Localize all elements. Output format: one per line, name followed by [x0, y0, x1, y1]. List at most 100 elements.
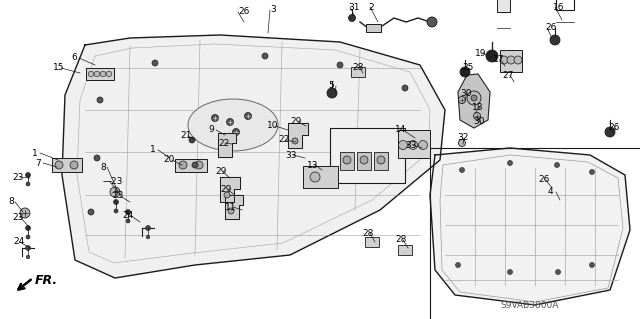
Text: 26: 26 — [538, 175, 549, 184]
Text: 1: 1 — [150, 145, 156, 154]
Circle shape — [292, 138, 298, 144]
Text: 18: 18 — [472, 102, 483, 112]
Circle shape — [125, 210, 131, 214]
Bar — [398, 130, 430, 158]
Circle shape — [26, 173, 31, 177]
Text: 15: 15 — [53, 63, 65, 72]
Circle shape — [419, 140, 428, 150]
Polygon shape — [62, 35, 445, 278]
Polygon shape — [225, 195, 243, 219]
Text: 23: 23 — [112, 191, 124, 201]
Circle shape — [26, 182, 30, 186]
Polygon shape — [430, 148, 630, 305]
Circle shape — [605, 127, 615, 137]
Circle shape — [195, 161, 203, 169]
Circle shape — [337, 62, 343, 68]
Bar — [175, 159, 207, 172]
Text: 21: 21 — [180, 131, 191, 140]
Circle shape — [262, 53, 268, 59]
Bar — [86, 68, 114, 80]
Text: 26: 26 — [238, 8, 250, 17]
Text: 25: 25 — [462, 63, 474, 72]
Bar — [330, 128, 405, 183]
Polygon shape — [288, 123, 308, 148]
Circle shape — [70, 161, 78, 169]
Polygon shape — [218, 133, 236, 157]
Circle shape — [589, 263, 595, 268]
Text: 23: 23 — [12, 173, 24, 182]
Text: 17: 17 — [493, 56, 504, 64]
Text: 26: 26 — [545, 23, 556, 32]
Circle shape — [467, 91, 481, 105]
Circle shape — [244, 113, 252, 120]
Circle shape — [514, 56, 522, 64]
Circle shape — [471, 95, 477, 101]
Circle shape — [189, 137, 195, 143]
Polygon shape — [220, 177, 240, 202]
Circle shape — [349, 14, 355, 21]
Text: 33: 33 — [405, 140, 417, 150]
Circle shape — [20, 208, 30, 218]
Circle shape — [100, 71, 106, 77]
Text: 19: 19 — [475, 48, 486, 57]
Text: 29: 29 — [215, 167, 227, 176]
Text: 30: 30 — [460, 88, 472, 98]
Circle shape — [146, 235, 150, 239]
Text: 11: 11 — [225, 203, 237, 211]
Text: 32: 32 — [457, 133, 468, 143]
Circle shape — [192, 162, 198, 168]
Circle shape — [179, 161, 187, 169]
Polygon shape — [458, 74, 490, 128]
Circle shape — [402, 85, 408, 91]
Text: 7: 7 — [35, 159, 41, 167]
Circle shape — [508, 270, 513, 275]
Circle shape — [550, 35, 560, 45]
Ellipse shape — [188, 99, 278, 151]
Text: 13: 13 — [307, 160, 319, 169]
Circle shape — [113, 199, 118, 204]
Circle shape — [228, 208, 234, 214]
Text: 22: 22 — [218, 138, 229, 147]
Text: 9: 9 — [208, 125, 214, 135]
Text: 27: 27 — [502, 70, 513, 79]
Circle shape — [110, 187, 120, 197]
Circle shape — [399, 140, 408, 150]
Text: 4: 4 — [548, 188, 554, 197]
Circle shape — [460, 67, 470, 77]
Circle shape — [152, 60, 158, 66]
Bar — [351, 67, 365, 77]
Circle shape — [94, 155, 100, 161]
Circle shape — [26, 226, 31, 231]
Text: S9VAB3800A: S9VAB3800A — [500, 301, 558, 310]
Text: 33: 33 — [285, 151, 296, 160]
Bar — [366, 24, 381, 32]
Text: 29: 29 — [290, 117, 301, 127]
Bar — [303, 166, 338, 188]
Text: 28: 28 — [352, 63, 364, 72]
Circle shape — [26, 235, 30, 239]
Circle shape — [500, 56, 508, 64]
Text: 26: 26 — [608, 123, 620, 132]
Circle shape — [474, 113, 481, 120]
Circle shape — [377, 156, 385, 164]
Bar — [365, 237, 379, 247]
Circle shape — [360, 156, 368, 164]
Text: 23: 23 — [12, 212, 24, 221]
Circle shape — [126, 219, 130, 223]
Text: 31: 31 — [348, 3, 360, 11]
Text: 6: 6 — [71, 54, 77, 63]
Text: 14: 14 — [395, 125, 406, 135]
Circle shape — [227, 118, 234, 125]
Circle shape — [486, 50, 498, 62]
Bar — [340, 152, 354, 170]
Text: 30: 30 — [473, 117, 484, 127]
Circle shape — [97, 97, 103, 103]
Bar — [500, 50, 522, 72]
Text: 22: 22 — [278, 136, 289, 145]
Circle shape — [327, 88, 337, 98]
Circle shape — [458, 139, 465, 146]
Bar — [497, 0, 510, 12]
Text: 8: 8 — [8, 197, 13, 206]
Circle shape — [589, 169, 595, 174]
Circle shape — [114, 209, 118, 213]
